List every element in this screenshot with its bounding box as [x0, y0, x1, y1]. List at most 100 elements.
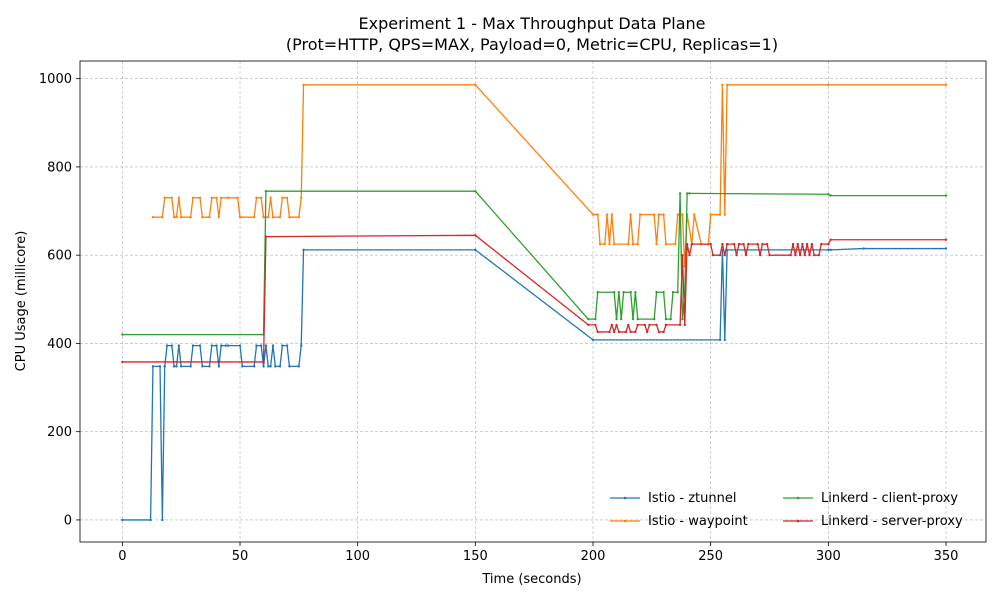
data-point	[151, 365, 155, 368]
data-point	[594, 323, 597, 327]
data-point	[612, 242, 616, 246]
data-point	[300, 344, 303, 347]
data-point	[121, 333, 124, 336]
data-point	[224, 344, 228, 347]
data-point	[179, 216, 183, 219]
data-point	[227, 344, 230, 347]
data-point	[121, 518, 124, 522]
data-point	[634, 291, 637, 294]
data-point	[189, 216, 192, 219]
data-point	[664, 317, 668, 321]
data-point	[709, 242, 712, 246]
data-point	[238, 216, 242, 219]
data-point	[267, 365, 270, 368]
data-point	[721, 83, 724, 87]
data-point	[629, 213, 632, 216]
data-point	[587, 317, 590, 321]
data-point	[474, 83, 477, 87]
data-point	[610, 323, 614, 327]
data-point	[615, 323, 618, 327]
legend-item-linkerd-client-proxy: Linkerd - client-proxy	[783, 491, 958, 506]
data-point	[262, 365, 265, 368]
series-linkerd-client-proxy	[121, 189, 948, 336]
data-point	[805, 242, 809, 246]
data-point	[817, 253, 821, 257]
data-point	[297, 216, 301, 219]
data-point	[636, 317, 639, 321]
data-point	[827, 193, 830, 196]
data-point	[149, 518, 152, 522]
data-point	[765, 242, 769, 246]
data-point	[474, 189, 477, 193]
chart-subtitle: (Prot=HTTP, QPS=MAX, Payload=0, Metric=C…	[286, 35, 778, 54]
data-point	[794, 253, 797, 257]
data-point	[175, 365, 178, 368]
data-point	[175, 216, 178, 219]
series-layer	[121, 83, 948, 522]
data-point	[652, 213, 656, 216]
data-point	[208, 216, 211, 219]
data-point	[820, 242, 823, 246]
data-point	[165, 344, 169, 347]
data-point	[808, 253, 811, 257]
data-point	[627, 323, 630, 327]
data-point	[189, 365, 192, 368]
x-axis-label: Time (seconds)	[481, 572, 581, 587]
legend-item-istio-waypoint: Istio - waypoint	[610, 514, 748, 529]
data-point	[798, 253, 802, 257]
legend-marker	[796, 519, 800, 523]
x-tick-label: 0	[118, 549, 126, 564]
data-point	[605, 213, 609, 216]
y-tick-label: 200	[47, 425, 72, 440]
data-point	[587, 323, 590, 327]
data-point	[829, 194, 832, 197]
data-point	[267, 216, 270, 219]
data-point	[688, 192, 691, 195]
data-point	[737, 242, 741, 246]
data-point	[711, 253, 715, 257]
data-point	[662, 330, 665, 334]
data-point	[723, 213, 726, 216]
data-point	[236, 196, 239, 199]
data-point	[260, 196, 263, 199]
data-point	[288, 365, 291, 368]
data-point	[285, 344, 289, 347]
data-point	[944, 238, 948, 241]
chart-title: Experiment 1 - Max Throughput Data Plane	[358, 14, 705, 33]
data-point	[264, 344, 268, 347]
y-tick-label: 600	[47, 249, 72, 264]
legend: Istio - ztunnel Istio - waypoint Linkerd…	[610, 491, 963, 529]
data-point	[791, 242, 795, 246]
data-point	[756, 242, 759, 246]
data-point	[594, 317, 597, 321]
data-point	[281, 344, 284, 347]
plot-frame	[79, 60, 987, 543]
data-point	[615, 317, 618, 321]
x-tick-label: 100	[345, 549, 370, 564]
data-point	[591, 213, 595, 216]
data-point	[718, 253, 722, 257]
legend-label: Linkerd - server-proxy	[821, 514, 963, 529]
data-point	[198, 196, 202, 199]
data-point	[636, 323, 639, 327]
data-point	[255, 196, 258, 199]
data-point	[281, 196, 284, 199]
x-tick-label: 350	[934, 549, 959, 564]
data-point	[657, 213, 661, 216]
y-tick-label: 1000	[39, 72, 72, 87]
data-point	[217, 216, 221, 219]
data-point	[827, 248, 830, 252]
data-point	[631, 242, 635, 246]
legend-marker	[796, 496, 800, 500]
data-point	[676, 213, 679, 216]
data-point	[264, 235, 268, 238]
data-point	[634, 330, 637, 334]
data-point	[827, 242, 830, 246]
data-point	[643, 323, 646, 327]
data-point	[629, 291, 632, 294]
data-point	[177, 196, 181, 199]
data-point	[796, 242, 799, 246]
data-point	[598, 242, 602, 246]
data-point	[718, 213, 722, 216]
